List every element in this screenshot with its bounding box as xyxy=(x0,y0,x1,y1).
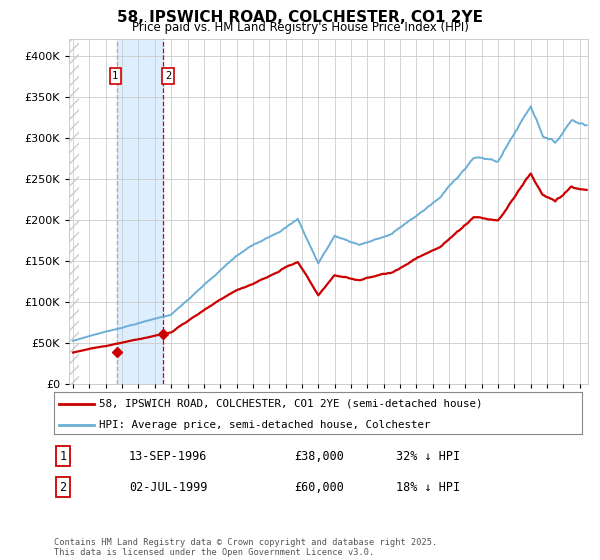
Text: 2: 2 xyxy=(59,480,67,494)
Text: 1: 1 xyxy=(112,71,118,81)
Text: 32% ↓ HPI: 32% ↓ HPI xyxy=(396,450,460,463)
Text: £60,000: £60,000 xyxy=(294,480,344,494)
Text: 58, IPSWICH ROAD, COLCHESTER, CO1 2YE: 58, IPSWICH ROAD, COLCHESTER, CO1 2YE xyxy=(117,10,483,25)
Text: 13-SEP-1996: 13-SEP-1996 xyxy=(129,450,208,463)
Text: 2: 2 xyxy=(165,71,171,81)
Text: 02-JUL-1999: 02-JUL-1999 xyxy=(129,480,208,494)
Text: 1: 1 xyxy=(59,450,67,463)
Text: 18% ↓ HPI: 18% ↓ HPI xyxy=(396,480,460,494)
Text: Price paid vs. HM Land Registry's House Price Index (HPI): Price paid vs. HM Land Registry's House … xyxy=(131,21,469,34)
Text: Contains HM Land Registry data © Crown copyright and database right 2025.
This d: Contains HM Land Registry data © Crown c… xyxy=(54,538,437,557)
Text: 58, IPSWICH ROAD, COLCHESTER, CO1 2YE (semi-detached house): 58, IPSWICH ROAD, COLCHESTER, CO1 2YE (s… xyxy=(99,399,482,409)
Text: HPI: Average price, semi-detached house, Colchester: HPI: Average price, semi-detached house,… xyxy=(99,420,430,430)
Text: £38,000: £38,000 xyxy=(294,450,344,463)
Bar xyxy=(117,39,163,384)
